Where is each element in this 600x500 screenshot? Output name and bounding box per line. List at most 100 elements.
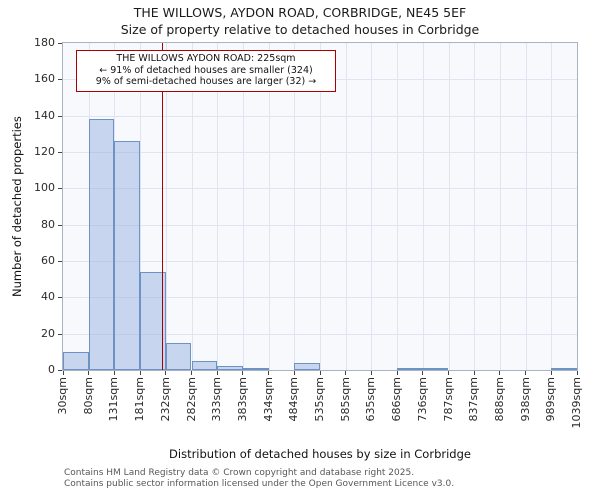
x-tick-label: 181sqm [133,377,147,422]
annotation-smaller-text: ← 91% of detached houses are smaller (32… [99,64,313,76]
gridline-v [422,43,424,370]
x-tick-label: 938sqm [518,377,532,422]
histogram-bar [217,366,243,370]
x-tick-label: 837sqm [467,377,481,422]
x-tick-mark [216,371,218,375]
y-tick-mark [58,43,62,44]
x-tick-label: 535sqm [313,377,326,422]
x-tick-label: 434sqm [261,377,275,422]
y-tick-mark [58,224,62,226]
plot-area: THE WILLOWS AYDON ROAD: 225sqm ← 91% of … [62,42,578,371]
gridline-v [320,43,321,370]
x-tick-mark [396,371,398,375]
x-tick-label: 232sqm [158,377,172,422]
y-tick-mark [58,261,62,262]
gridline-v [525,43,527,370]
x-tick-mark [550,371,552,375]
x-tick-label: 888sqm [492,377,506,422]
y-tick-mark [58,370,62,371]
gridline-v [397,43,399,370]
gridline-v [217,43,219,370]
x-tick-label: 787sqm [441,377,455,422]
x-tick-label: 736sqm [415,377,429,422]
histogram-bar [165,342,192,370]
footer-line1: Contains HM Land Registry data © Crown c… [64,468,415,478]
x-tick-mark [319,371,321,375]
gridline-v [140,43,142,370]
chart-title: THE WILLOWS, AYDON ROAD, CORBRIDGE, NE45… [133,5,467,20]
histogram-bar [242,368,269,371]
y-tick-mark [58,297,62,299]
x-tick-mark [345,371,347,375]
x-tick-mark [165,371,167,375]
x-tick-mark [191,371,192,375]
histogram-bar [191,360,218,370]
footer-line2: Contains public sector information licen… [64,479,455,489]
y-tick-label: 0 [48,363,55,376]
bars-layer [63,43,577,371]
histogram-bar [140,271,166,370]
annotation-larger-text: 9% of semi-detached houses are larger (3… [95,76,317,87]
y-tick-mark [58,152,62,153]
x-tick-label: 1039sqm [570,377,583,429]
x-tick-mark [268,371,270,375]
annotation-title: THE WILLOWS AYDON ROAD: 225sqm [116,53,296,64]
gridline-v [268,43,270,370]
x-tick-mark [242,371,244,375]
marker-line [161,43,164,370]
chart-subtitle: Size of property relative to detached ho… [120,22,480,37]
y-tick-mark [58,115,62,117]
y-tick-label: 40 [41,290,55,304]
x-tick-mark [473,371,475,375]
gridline-v [499,43,501,370]
x-tick-label: 686sqm [390,377,404,422]
y-tick-label: 60 [41,254,55,267]
gridline-v [191,43,193,370]
y-tick-label: 80 [41,217,55,231]
x-tick-mark [88,371,90,375]
x-tick-mark [422,371,424,375]
gridline-v [448,43,450,370]
x-tick-label: 282sqm [184,377,198,422]
y-axis-label: Number of detached properties [10,116,24,297]
y-tick-label: 160 [34,72,55,86]
x-tick-label: 585sqm [338,377,352,422]
x-tick-label: 30sqm [56,377,69,415]
gridline-v [294,43,296,370]
y-tick-label: 180 [34,36,55,49]
x-tick-mark [293,371,295,375]
x-tick-label: 484sqm [287,377,301,422]
histogram-bar [294,362,320,370]
gridline-v [242,43,244,370]
y-tick-mark [58,188,62,190]
x-tick-label: 635sqm [364,377,378,422]
x-tick-mark [525,371,527,375]
x-tick-mark [370,371,372,375]
gridline-v [371,43,373,370]
histogram-bar [422,368,449,371]
x-tick-mark [62,371,64,375]
y-tick-label: 140 [34,108,55,122]
x-tick-label: 383sqm [235,377,249,422]
gridline-v [345,43,347,370]
histogram-bar [551,368,577,371]
gridline-v [551,43,553,370]
x-tick-label: 80sqm [81,377,95,415]
gridline-v [474,43,476,370]
histogram-bar [88,119,115,370]
x-tick-mark [113,371,115,375]
x-tick-mark [499,371,501,375]
y-tick-label: 120 [34,145,55,158]
x-tick-mark [576,371,578,375]
y-tick-mark [58,79,62,81]
y-tick-mark [58,333,62,335]
x-tick-label: 333sqm [210,377,224,422]
histogram-bar [397,368,423,371]
x-tick-mark [139,371,141,375]
marker-annotation: THE WILLOWS AYDON ROAD: 225sqm ← 91% of … [76,50,336,92]
x-tick-label: 989sqm [544,377,558,422]
x-tick-mark [448,371,449,375]
x-axis-label: Distribution of detached houses by size … [169,447,471,461]
y-tick-label: 100 [34,181,55,195]
